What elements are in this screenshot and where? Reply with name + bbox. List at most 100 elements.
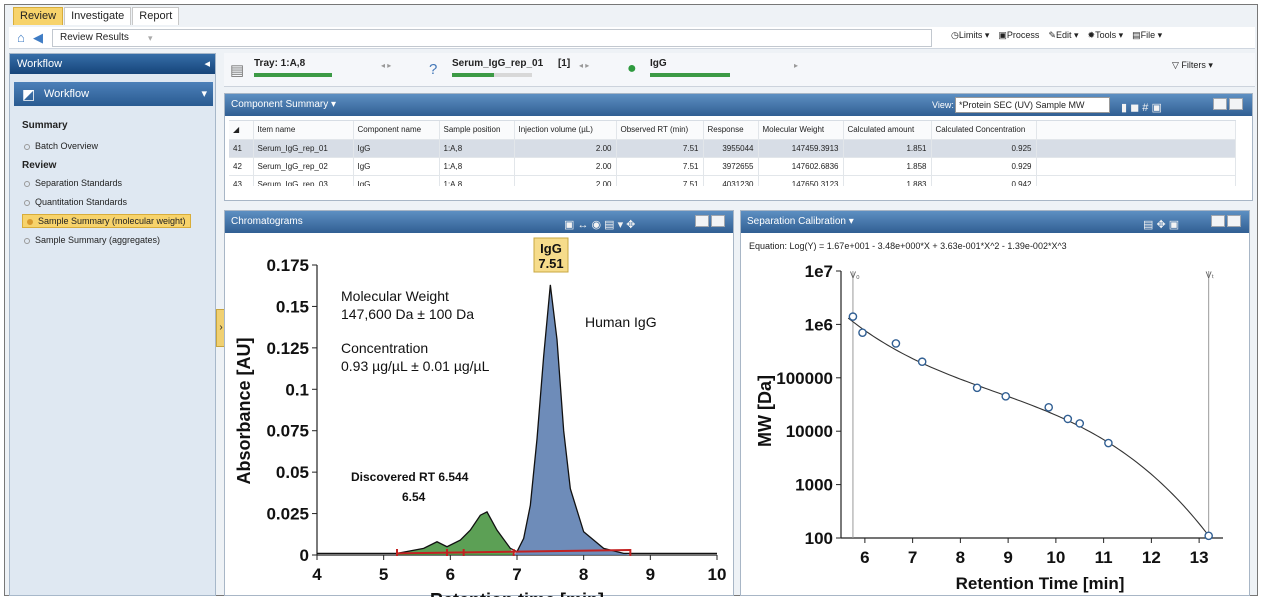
x-axis-label: Retention Time [min] (956, 574, 1125, 593)
workflow-panel-header[interactable]: Workflow ◂ (10, 54, 215, 74)
sample-icon: ? (429, 61, 438, 78)
table-cell: 1:A,8 (439, 175, 515, 186)
summary-section-title: Summary (22, 120, 68, 131)
column-calculated-concentration[interactable]: Calculated Concentration (931, 121, 1037, 140)
calibration-point-8 (1075, 419, 1085, 428)
y-tick-label-0: 0 (300, 546, 309, 565)
calibration-point-1 (858, 328, 867, 337)
x-tick-label-0: 6 (860, 548, 869, 567)
aggregate-peak-area (397, 511, 514, 555)
restore-calibration-button[interactable] (1227, 215, 1241, 227)
x-tick-label-6: 12 (1142, 548, 1161, 567)
component-summary-panel: Component Summary ▾ View: *Protein SEC (… (224, 93, 1253, 201)
limits-button[interactable]: ◷ Limits ▾ (951, 30, 990, 40)
x-tick-label-3: 9 (1003, 548, 1012, 567)
x-tick-label-1: 7 (908, 548, 917, 567)
table-cell: IgG (353, 139, 440, 158)
calibration-tools-icons[interactable]: ▤ ✥ ▣ (1143, 219, 1180, 231)
sidebar-item-sample-summary-mw[interactable]: Sample Summary (molecular weight) (22, 214, 191, 228)
table-cell: 147602.6836 (758, 157, 844, 176)
y-tick-label-4: 0.1 (285, 380, 309, 399)
x-tick-label-5: 11 (1095, 548, 1113, 567)
column-item-name[interactable]: Item name (253, 121, 354, 140)
calibration-point-6 (1044, 403, 1054, 412)
table-cell: 7.51 (616, 157, 704, 176)
restore-chromatograms-button[interactable] (711, 215, 725, 227)
view-tools-icons[interactable]: ▮ ◼ # ▣ (1121, 102, 1162, 114)
column-response[interactable]: Response (703, 121, 759, 140)
table-cell: 0.925 (931, 139, 1037, 158)
address-text: Review Results (60, 32, 129, 43)
review-results-box[interactable]: Review Results ▾ (52, 29, 932, 47)
column-injection-volume[interactable]: Injection volume (µL) (514, 121, 617, 140)
sidebar-item-quantitation-standards[interactable]: Quantitation Standards (24, 197, 127, 207)
concentration-value: 0.93 µg/µL ± 0.01 µg/µL (341, 358, 490, 374)
column-sample-position[interactable]: Sample position (439, 121, 515, 140)
sidebar-item-sample-summary-aggregates[interactable]: Sample Summary (aggregates) (24, 235, 160, 245)
table-cell: 1.851 (843, 139, 932, 158)
tray-status: Tray: 1:A,8 (254, 58, 306, 69)
table-cell: 2.00 (514, 139, 617, 158)
calibration-curve (847, 317, 1210, 537)
filters-button[interactable]: ▽ Filters ▾ (1172, 60, 1213, 70)
main-tabs: Review Investigate Report (13, 7, 180, 25)
peak-rt: 7.51 (538, 256, 563, 271)
edit-icon: ✎ (1048, 30, 1056, 40)
calibration-point-3 (917, 357, 927, 367)
y-axis-label: MW [Da] (755, 375, 775, 447)
chromatograms-header: Chromatograms ▣ ↔ ◉ ▤ ▾ ✥ (225, 211, 733, 233)
tools-button[interactable]: ✹ Tools ▾ (1087, 30, 1124, 40)
separation-calibration-panel: Separation Calibration ▾ ▤ ✥ ▣ Equation: … (740, 210, 1250, 596)
tab-investigate[interactable]: Investigate (64, 7, 132, 25)
back-icon[interactable]: ◀ (33, 30, 43, 45)
home-icon[interactable]: ⌂ (17, 30, 25, 45)
sample-nav-button[interactable]: ◂ ▸ (579, 61, 590, 70)
calibration-point-9 (1104, 438, 1113, 448)
minimize-summary-button[interactable] (1213, 98, 1227, 110)
sidebar-item-separation-standards[interactable]: Separation Standards (24, 178, 122, 188)
table-header-select[interactable]: ◢ (229, 121, 254, 140)
workflow-sidebar: Workflow ◂ ◩ Workflow ▾ Summary Batch Ov… (9, 53, 216, 596)
peak-label: IgG (540, 241, 562, 256)
x-axis-label: Retention time [min] (430, 590, 604, 597)
minimize-calibration-button[interactable] (1211, 215, 1225, 227)
workflow-dropdown-icon[interactable]: ▾ (201, 88, 207, 100)
edit-button[interactable]: ✎ Edit ▾ (1048, 30, 1079, 40)
process-button[interactable]: ▣ Process (998, 30, 1040, 40)
column-observed-rt[interactable]: Observed RT (min) (616, 121, 704, 140)
sample-progress (452, 73, 494, 77)
peak-label-box (533, 237, 569, 273)
y-tick-label-1: 1000 (795, 476, 833, 495)
address-dropdown-icon[interactable]: ▾ (148, 33, 153, 43)
x-tick-label-1: 5 (379, 565, 388, 584)
column-molecular-weight[interactable]: Molecular Weight (758, 121, 844, 140)
collapse-sidebar-icon[interactable]: ◂ (204, 58, 210, 70)
table-row[interactable]: 42 Serum_IgG_rep_02 IgG 1:A,8 2.00 7.51 397265… (229, 157, 1236, 176)
x-tick-label-7: 13 (1190, 548, 1209, 567)
calibration-point-4 (972, 383, 982, 393)
restore-summary-button[interactable] (1229, 98, 1243, 110)
chromatogram-tools-icons[interactable]: ▣ ↔ ◉ ▤ ▾ ✥ (564, 219, 636, 231)
view-select[interactable]: *Protein SEC (UV) Sample MW (955, 97, 1110, 113)
component-nav-button[interactable]: ▸ (794, 61, 799, 70)
component-table: ◢ Item name Component name Sample positi… (229, 120, 1236, 186)
tab-report[interactable]: Report (132, 7, 180, 25)
workflow-selector[interactable]: ◩ Workflow ▾ (14, 82, 213, 106)
table-cell: 0.929 (931, 157, 1037, 176)
table-cell: Serum_IgG_rep_03 (253, 175, 354, 186)
minimize-chromatograms-button[interactable] (695, 215, 709, 227)
column-component-name[interactable]: Component name (353, 121, 440, 140)
table-row[interactable]: 41 Serum_IgG_rep_01 IgG 1:A,8 2.00 7.51 395504… (229, 139, 1236, 158)
sidebar-item-batch-overview[interactable]: Batch Overview (24, 141, 98, 151)
discovered-rt: Discovered RT 6.544 (351, 470, 469, 484)
calibration-point-5 (1001, 392, 1011, 401)
file-button[interactable]: ▤ File ▾ (1132, 30, 1163, 40)
tray-icon: ▤ (230, 62, 245, 79)
calibration-point-2 (891, 339, 901, 348)
tray-prev-button[interactable]: ◂ ▸ (381, 61, 392, 70)
tab-review[interactable]: Review (13, 7, 64, 25)
chromatogram-line (317, 284, 717, 554)
column-calculated-amount[interactable]: Calculated amount (843, 121, 932, 140)
y-tick-label-0: 100 (805, 529, 833, 548)
table-row[interactable]: 43 Serum_IgG_rep_03 IgG 1:A,8 2.00 7.51 403123… (229, 175, 1236, 186)
